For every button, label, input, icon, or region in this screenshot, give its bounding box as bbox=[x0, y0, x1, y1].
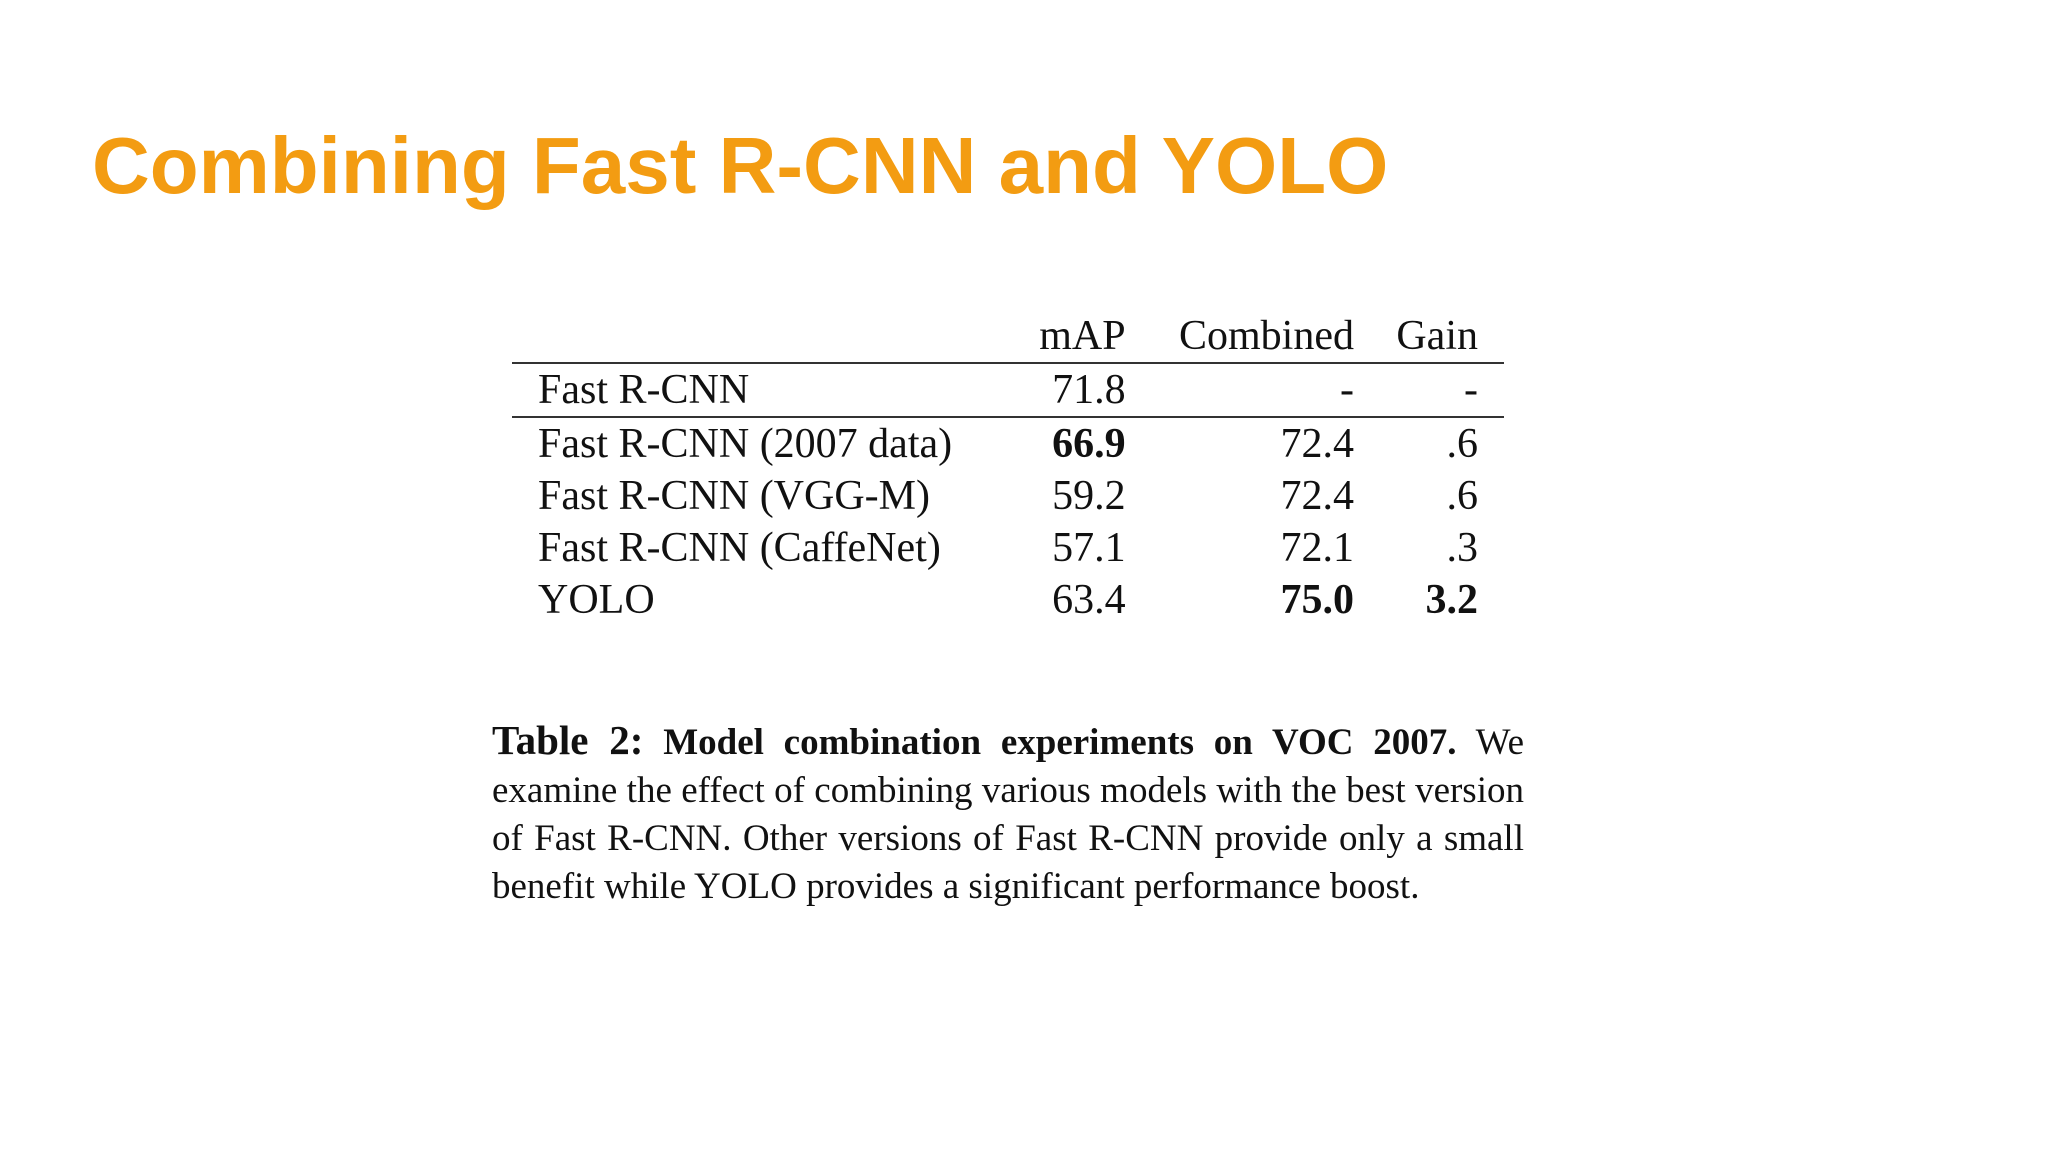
caption-body: We examine the effect of combining vario… bbox=[492, 722, 1524, 907]
slide-title: Combining Fast R-CNN and YOLO bbox=[92, 121, 1389, 210]
row-gain: - bbox=[1464, 367, 1478, 413]
row-combined: 72.4 bbox=[1280, 473, 1355, 519]
row-method: YOLO bbox=[538, 577, 655, 623]
row-combined: 72.4 bbox=[1280, 421, 1355, 467]
caption-heading: Model combination experiments on VOC 200… bbox=[663, 722, 1457, 763]
row-map: 63.4 bbox=[1052, 577, 1126, 623]
row-method: Fast R-CNN (2007 data) bbox=[538, 421, 953, 467]
header-gain: Gain bbox=[1396, 313, 1478, 359]
row-combined: - bbox=[1340, 367, 1354, 413]
table-row: Fast R-CNN 71.8 - - bbox=[512, 363, 1504, 417]
row-method: Fast R-CNN bbox=[538, 367, 750, 413]
table-row: Fast R-CNN (VGG-M) 59.2 72.4 .6 bbox=[512, 470, 1504, 522]
row-combined: 75.0 bbox=[1280, 577, 1355, 623]
row-map: 57.1 bbox=[1052, 525, 1126, 571]
row-gain: 3.2 bbox=[1425, 577, 1479, 623]
row-gain: .6 bbox=[1446, 421, 1479, 467]
table-row: Fast R-CNN (2007 data) 66.9 72.4 .6 bbox=[512, 417, 1504, 470]
table-row: YOLO 63.4 75.0 3.2 bbox=[512, 574, 1504, 626]
row-gain: .3 bbox=[1446, 525, 1479, 571]
header-map: mAP bbox=[1039, 313, 1126, 359]
table-caption: Table 2: Model combination experiments o… bbox=[492, 716, 1524, 911]
row-gain: .6 bbox=[1446, 473, 1479, 519]
table-row: Fast R-CNN (CaffeNet) 57.1 72.1 .3 bbox=[512, 522, 1504, 574]
results-table: mAP Combined Gain Fast R-CNN 71.8 - - Fa… bbox=[512, 310, 1504, 626]
table-header-row: mAP Combined Gain bbox=[512, 310, 1504, 363]
header-method bbox=[512, 310, 1010, 363]
paper-table-figure: mAP Combined Gain Fast R-CNN 71.8 - - Fa… bbox=[492, 276, 1532, 966]
caption-label: Table 2: bbox=[492, 717, 644, 763]
row-method: Fast R-CNN (CaffeNet) bbox=[538, 525, 941, 571]
row-method: Fast R-CNN (VGG-M) bbox=[538, 473, 930, 519]
row-combined: 72.1 bbox=[1280, 525, 1355, 571]
row-map: 71.8 bbox=[1052, 367, 1126, 413]
row-map: 59.2 bbox=[1052, 473, 1126, 519]
row-map: 66.9 bbox=[1052, 421, 1126, 467]
header-combined: Combined bbox=[1179, 313, 1354, 359]
